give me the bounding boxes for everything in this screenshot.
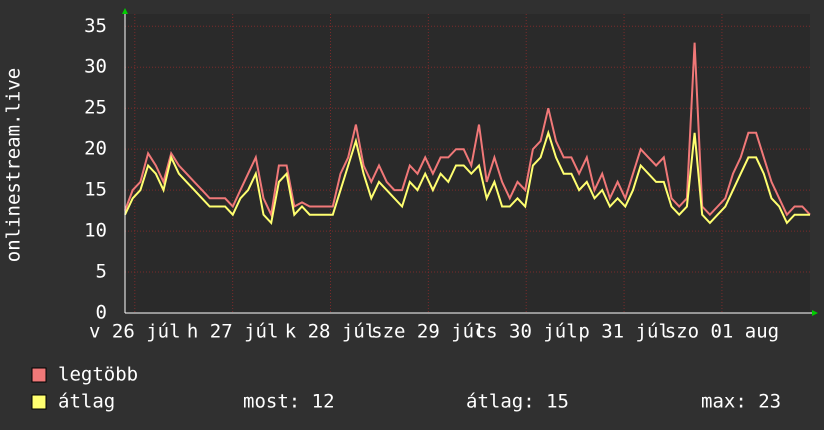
y-tick-label: 15	[84, 179, 107, 201]
legend: legtöbb átlag most: 12 átlag: 15 max: 23	[31, 364, 781, 413]
y-tick-label: 30	[84, 56, 107, 78]
y-tick-label: 25	[84, 97, 107, 119]
legend-label: legtöbb	[58, 364, 138, 386]
x-tick-label: p 31 júl	[578, 321, 670, 343]
y-tick-label: 20	[84, 138, 107, 160]
series-line	[124, 42, 811, 219]
legend-swatch	[31, 394, 47, 410]
x-arrow	[812, 310, 818, 316]
x-tick-label: v 26 júl	[89, 321, 181, 343]
stat: most: 12	[243, 391, 335, 413]
x-tick-label: cs 30 júl	[475, 321, 578, 343]
series-line	[124, 129, 810, 226]
y-tick-label: 0	[96, 302, 107, 324]
stat: max: 23	[701, 391, 781, 413]
y-tick-label: 35	[84, 15, 107, 37]
legend-swatch	[31, 367, 47, 383]
stat: átlag: 15	[466, 391, 569, 413]
y-tick-label: 10	[84, 220, 107, 242]
x-tick-label: k 28 júl	[285, 321, 377, 343]
lines	[124, 42, 811, 226]
y-axis-label: onlinestream.live	[3, 68, 25, 262]
x-tick-label: szo 01 aug	[665, 321, 779, 343]
y-arrow	[122, 8, 128, 14]
y-tick-label: 5	[96, 261, 107, 283]
x-tick-label: h 27 júl	[187, 321, 279, 343]
legend-label: átlag	[58, 391, 115, 413]
plot-area	[125, 14, 810, 313]
x-tick-label: sze 29 júl	[371, 321, 485, 343]
